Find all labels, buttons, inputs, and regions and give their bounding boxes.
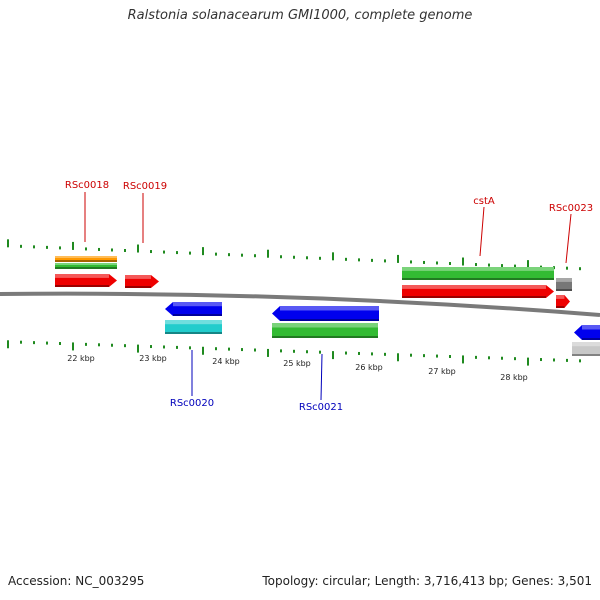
scale-label: 22 kbp — [67, 354, 95, 363]
gene-highlight — [280, 306, 379, 311]
scale-ticks-inner — [7, 340, 581, 366]
gene-shadow — [125, 286, 151, 288]
gene-shadow — [55, 260, 117, 262]
scale-label: 26 kbp — [355, 363, 383, 372]
cog-feature-edge — [572, 342, 600, 356]
cds-reverse-edge — [574, 325, 600, 340]
cds-reverse-rsc0021 — [272, 306, 379, 321]
scale-labels: 22 kbp 23 kbp 24 kbp 25 kbp 26 kbp 27 kbp 28 k… — [67, 354, 528, 382]
gene-highlight — [55, 263, 117, 265]
scale-label: 27 kbp — [428, 367, 456, 376]
leader-line — [565, 213, 572, 264]
cog-feature-cstA — [402, 267, 554, 280]
gene-shadow — [582, 338, 600, 340]
gene-label: RSc0018 — [65, 180, 109, 191]
cog-feature-rsc0020 — [165, 320, 222, 334]
gene-shadow — [402, 278, 554, 280]
genome-summary-text: Topology: circular; Length: 3,716,413 bp… — [262, 574, 592, 588]
gene-shadow — [165, 332, 222, 334]
gene-label: RSc0021 — [299, 402, 343, 413]
gene-label: RSc0020 — [170, 398, 214, 409]
gene-highlight — [125, 275, 151, 279]
cds-forward-rsc0019 — [125, 275, 159, 288]
gene-highlight — [165, 320, 222, 325]
cog-feature-rsc0021 — [272, 323, 378, 338]
gene-highlight — [402, 285, 546, 289]
gene-label: RSc0023 — [549, 203, 593, 214]
scale-label: 25 kbp — [283, 359, 311, 368]
gene-features — [55, 256, 600, 356]
gene-highlight — [272, 323, 378, 328]
scale-label: 28 kbp — [500, 373, 528, 382]
gene-highlight — [55, 274, 109, 278]
cog-feature-green — [55, 263, 117, 269]
gene-shadow — [55, 267, 117, 269]
accession-text: Accession: NC_003295 — [8, 574, 145, 588]
cog-feature-orange — [55, 256, 117, 262]
gene-shadow — [556, 306, 565, 308]
genome-title: Ralstonia solanacearum GMI1000, complete… — [127, 8, 473, 23]
cds-forward-cstA — [402, 285, 554, 298]
gene-highlight — [582, 325, 600, 330]
gene-shadow — [402, 296, 546, 298]
scale-label: 24 kbp — [212, 357, 240, 366]
cds-reverse-rsc0020 — [165, 302, 222, 316]
gene-shadow — [272, 336, 378, 338]
gene-highlight — [556, 278, 572, 282]
gene-shadow — [173, 314, 222, 316]
scale-label: 23 kbp — [139, 354, 167, 363]
gene-highlight — [173, 302, 222, 307]
gene-highlight — [556, 295, 565, 299]
leader-line — [320, 353, 323, 401]
gene-label: cstA — [473, 196, 495, 207]
gene-shadow — [55, 285, 109, 287]
gene-shadow — [280, 319, 379, 321]
cog-feature-rsc0023 — [556, 278, 572, 291]
gene-label: RSc0019 — [123, 181, 167, 192]
cds-forward-rsc0018 — [55, 274, 117, 287]
scale-ticks-outer — [7, 239, 581, 271]
genome-backbone — [0, 291, 600, 317]
gene-labels: RSc0018 RSc0019 cstA RSc0023 RSc0020 RSc0021 — [65, 180, 593, 413]
label-leader-lines — [84, 192, 572, 401]
cds-forward-rsc0023 — [556, 295, 570, 308]
gene-highlight — [402, 267, 554, 271]
gene-shadow — [572, 354, 600, 356]
gene-shadow — [556, 289, 572, 291]
gene-highlight — [55, 256, 117, 258]
leader-line — [479, 206, 485, 257]
gene-highlight — [572, 342, 600, 347]
